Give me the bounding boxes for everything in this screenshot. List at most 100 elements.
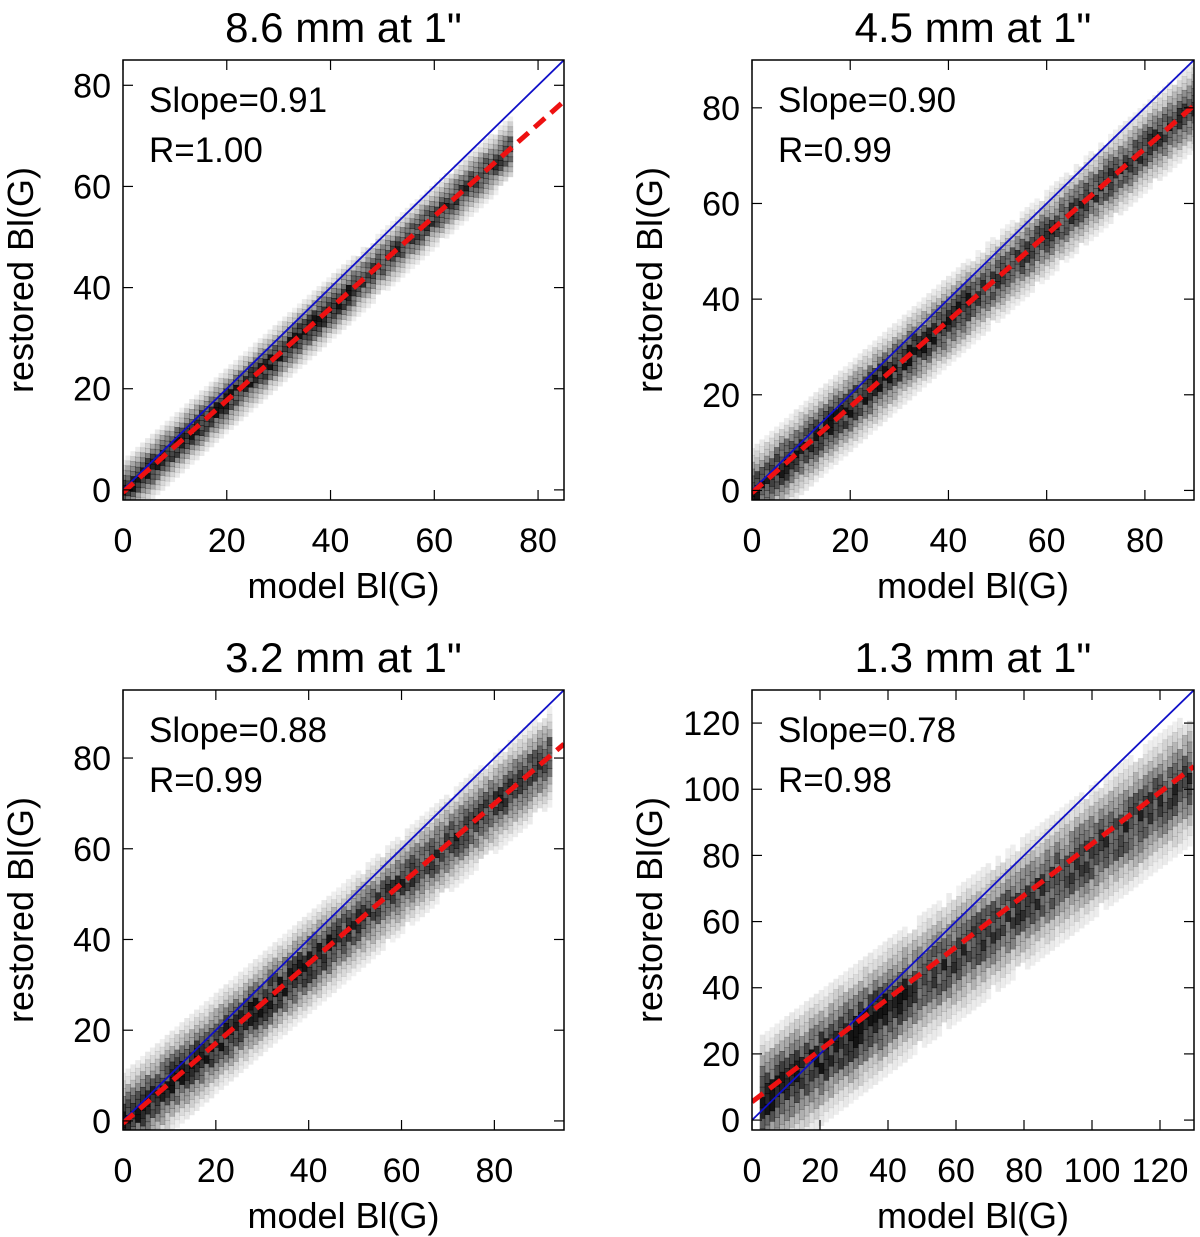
density-cell <box>779 436 785 444</box>
density-cell <box>990 922 997 934</box>
density-cell <box>443 880 450 889</box>
density-cell <box>429 822 435 832</box>
density-cell <box>1069 841 1075 853</box>
density-cell <box>277 1031 283 1040</box>
density-cell <box>385 245 391 251</box>
density-cell <box>203 1086 210 1095</box>
plot-area <box>752 690 1194 1130</box>
density-cell <box>345 878 352 888</box>
density-cell <box>159 1062 166 1071</box>
density-cell <box>194 404 200 411</box>
density-cell <box>818 456 824 465</box>
density-cell <box>995 308 1001 317</box>
density-cell <box>502 165 509 172</box>
density-cell <box>961 944 967 956</box>
density-cell <box>1152 129 1158 138</box>
density-cell <box>872 374 878 383</box>
density-cell <box>287 352 293 358</box>
density-cell <box>951 1003 957 1015</box>
density-cell <box>159 1116 166 1125</box>
density-cell <box>233 983 239 992</box>
density-cell <box>921 304 927 312</box>
density-cell <box>257 343 264 349</box>
density-cell <box>1039 853 1046 865</box>
density-cell <box>911 1023 918 1035</box>
density-cell <box>813 993 820 1005</box>
density-cell <box>243 371 249 377</box>
density-cell <box>897 940 903 952</box>
density-cell <box>164 1065 171 1075</box>
density-cell <box>951 983 957 995</box>
density-cell <box>463 200 470 207</box>
density-cell <box>946 924 952 936</box>
density-cell <box>882 414 888 422</box>
density-cell <box>1010 875 1016 887</box>
density-cell <box>399 910 406 919</box>
density-cell <box>473 862 479 871</box>
density-cell <box>350 874 357 884</box>
density-cell <box>950 271 957 280</box>
density-cell <box>1000 935 1006 947</box>
density-cell <box>238 415 244 422</box>
density-cell <box>936 1025 943 1037</box>
r-annotation: R=0.99 <box>778 131 892 170</box>
density-cell <box>507 156 514 163</box>
density-cell <box>754 491 760 500</box>
density-cell <box>887 389 893 398</box>
density-cell <box>769 458 775 466</box>
density-cell <box>1177 842 1183 854</box>
density-cell <box>1152 115 1158 124</box>
density-cell <box>1049 908 1056 920</box>
density-cell <box>306 299 313 306</box>
density-cell <box>853 995 859 1007</box>
density-cell <box>184 1087 190 1097</box>
density-cell <box>434 826 440 835</box>
density-cell <box>970 936 977 948</box>
density-cell <box>1132 876 1139 888</box>
density-cell <box>1019 266 1026 274</box>
density-cell <box>238 355 244 362</box>
density-cell <box>429 196 435 202</box>
density-cell <box>272 980 278 990</box>
density-cell <box>759 1107 766 1119</box>
density-cell <box>1069 810 1075 822</box>
density-cell <box>360 306 367 313</box>
density-cell <box>502 775 509 784</box>
density-cell <box>140 1117 146 1127</box>
density-cell <box>385 915 391 924</box>
density-cell <box>350 255 357 262</box>
density-cell <box>970 316 977 324</box>
density-cell <box>1019 280 1026 288</box>
density-cell <box>1068 195 1075 204</box>
density-cell <box>336 957 342 966</box>
density-cell <box>458 220 465 226</box>
density-cell <box>257 378 264 384</box>
density-cell <box>1132 772 1139 784</box>
density-cell <box>945 289 952 298</box>
density-cell <box>365 292 372 299</box>
density-cell <box>803 476 810 484</box>
density-cell <box>887 334 893 342</box>
density-cell <box>517 762 523 771</box>
density-cell <box>296 1014 303 1023</box>
density-cell <box>901 383 908 391</box>
density-cell <box>1014 229 1021 237</box>
density-cell <box>267 374 274 381</box>
density-cell <box>1098 190 1104 199</box>
density-cell <box>754 478 760 486</box>
density-cell <box>399 925 406 935</box>
density-cell <box>306 920 313 929</box>
density-cell <box>833 1041 839 1053</box>
density-cell <box>429 884 435 894</box>
density-cell <box>326 322 332 328</box>
density-cell <box>316 341 323 347</box>
density-cell <box>453 174 460 180</box>
density-cell <box>1118 887 1124 899</box>
density-cell <box>546 744 553 754</box>
density-cell <box>223 999 229 1009</box>
density-cell <box>1162 93 1168 101</box>
density-cell <box>380 249 386 256</box>
density-cell <box>1014 277 1021 286</box>
density-cell <box>985 241 991 249</box>
density-cell <box>414 913 421 922</box>
